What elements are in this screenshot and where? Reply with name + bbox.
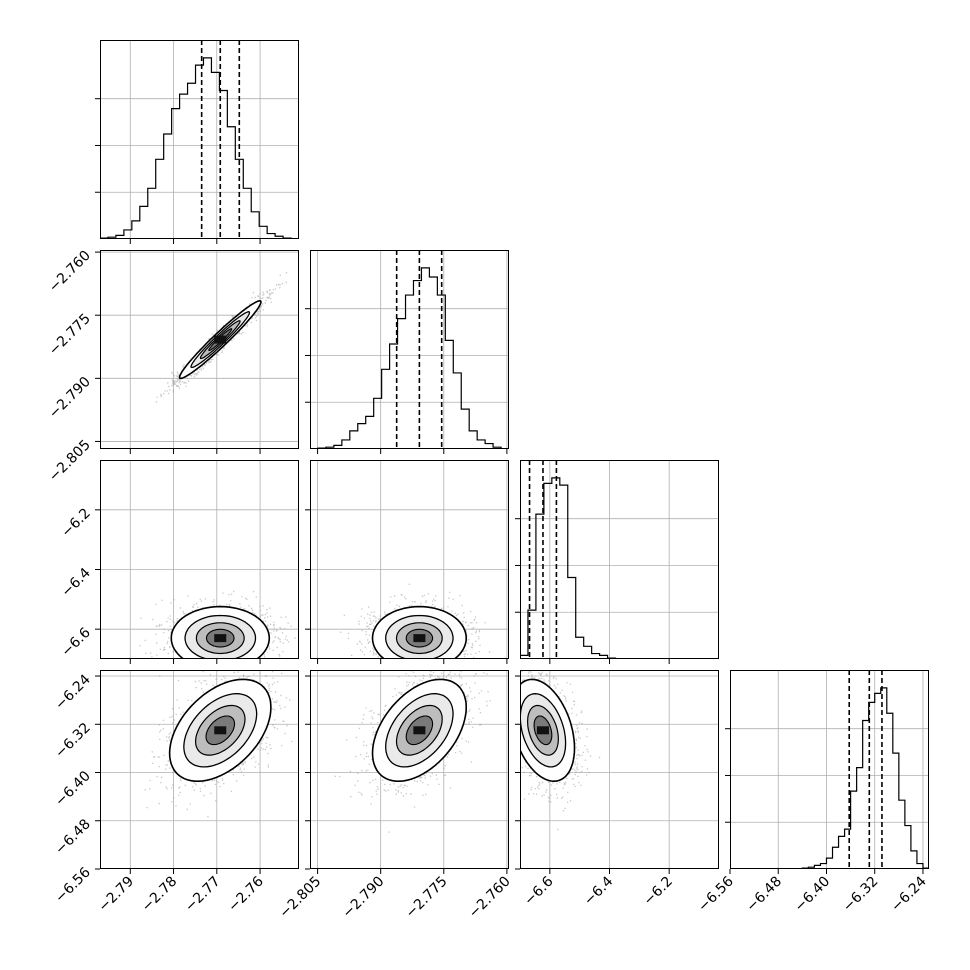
scatter-panel-2-1 xyxy=(305,460,509,664)
x-tick-label: −2.805 xyxy=(276,874,324,922)
x-tick-label: −6.32 xyxy=(840,874,882,916)
y-tick-label: −6.6 xyxy=(58,625,93,660)
x-tick-label: −6.2 xyxy=(641,874,676,909)
scatter-panel-3-0: −2.79 −2.78 −2.77 −2.76 −6.56 −6.48 −6.40 −6.32… xyxy=(52,670,299,916)
histogram-step-1 xyxy=(310,267,509,449)
density-peak xyxy=(214,335,227,344)
panel-body xyxy=(310,460,509,659)
histogram-step-0 xyxy=(100,57,299,239)
histogram-panel-2 xyxy=(515,460,719,664)
scatter-panel-3-2: −6.6 −6.4 −6.2 xyxy=(515,670,719,909)
panel-body xyxy=(100,460,299,659)
panel-border xyxy=(100,460,299,659)
scatter-panel-1-0: −2.805 −2.790 −2.775 −2.760 xyxy=(46,248,299,485)
y-tick-label: −2.760 xyxy=(46,248,94,296)
y-tick-label: −2.805 xyxy=(46,437,94,485)
panel-body xyxy=(100,40,299,239)
scatter-panel-2-0: −6.6 −6.4 −6.2 xyxy=(58,460,299,664)
panel-border xyxy=(310,250,509,449)
y-tick-label: −6.48 xyxy=(52,816,94,858)
density-peak xyxy=(214,634,227,643)
panel-border xyxy=(520,670,719,869)
x-tick-label: −2.760 xyxy=(466,874,514,922)
density-peak xyxy=(536,726,549,735)
density-peak xyxy=(413,726,426,735)
y-tick-label: −2.790 xyxy=(46,374,94,422)
x-tick-label: −2.775 xyxy=(403,874,451,922)
panel-border xyxy=(100,670,299,869)
x-tick-label: −2.79 xyxy=(95,874,137,916)
y-tick-label: −2.775 xyxy=(46,311,94,359)
panel-body xyxy=(310,250,509,449)
panel-border xyxy=(310,460,509,659)
x-tick-label: −6.4 xyxy=(581,873,616,908)
panel-body xyxy=(730,670,929,869)
histogram-step-3 xyxy=(730,687,929,869)
y-tick-label: −6.4 xyxy=(58,565,93,600)
panel-body xyxy=(520,670,719,869)
x-tick-label: −2.77 xyxy=(182,874,224,916)
density-peak xyxy=(214,726,227,735)
x-tick-label: −2.790 xyxy=(340,874,388,922)
panel-border xyxy=(100,40,299,239)
panel-border xyxy=(310,670,509,869)
y-tick-label: −6.2 xyxy=(58,505,93,540)
x-tick-label: −6.40 xyxy=(792,874,834,916)
y-tick-label: −6.40 xyxy=(52,768,94,810)
density-peak xyxy=(413,634,426,643)
panel-border xyxy=(520,460,719,659)
panel-body xyxy=(100,670,299,869)
panel-body xyxy=(100,250,299,449)
histogram-panel-1 xyxy=(305,250,509,454)
scatter-panel-3-1: −2.805 −2.790 −2.775 −2.760 xyxy=(276,670,514,922)
histogram-panel-0 xyxy=(95,40,299,244)
histogram-panel-3: −6.56 −6.48 −6.40 −6.32 −6.24 xyxy=(695,670,930,915)
histogram-step-2 xyxy=(520,477,719,659)
x-tick-label: −6.6 xyxy=(521,873,556,908)
panel-border xyxy=(100,250,299,449)
panel-body xyxy=(520,460,719,659)
x-tick-label: −2.76 xyxy=(225,873,267,915)
x-tick-label: −6.24 xyxy=(888,873,930,915)
x-tick-label: −6.56 xyxy=(695,873,737,915)
y-tick-label: −6.56 xyxy=(52,864,94,906)
panel-body xyxy=(310,670,509,869)
x-tick-label: −2.78 xyxy=(139,874,181,916)
x-tick-label: −6.48 xyxy=(743,874,785,916)
y-tick-label: −6.24 xyxy=(52,671,94,713)
panel-border xyxy=(730,670,929,869)
y-tick-label: −6.32 xyxy=(52,720,94,762)
